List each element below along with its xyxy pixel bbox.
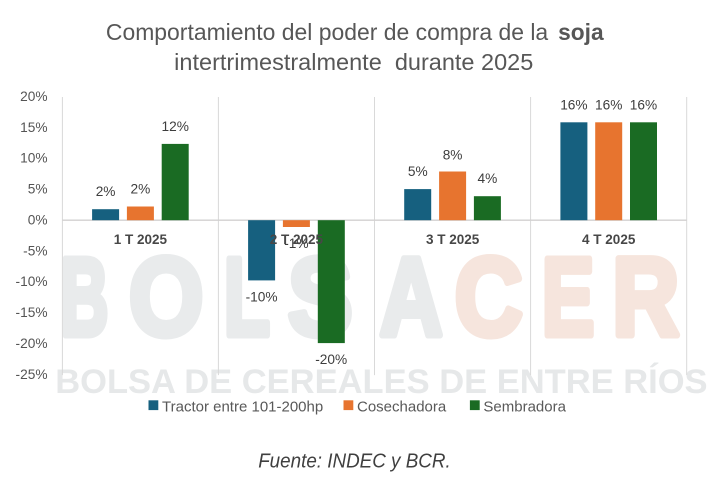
svg-text:Tractor entre 101-200hp: Tractor entre 101-200hp <box>162 398 323 415</box>
svg-text:-20%: -20% <box>315 352 347 367</box>
svg-text:E: E <box>542 236 595 359</box>
svg-text:-25%: -25% <box>16 367 48 382</box>
svg-text:2 T 2025: 2 T 2025 <box>270 232 324 247</box>
svg-text:2%: 2% <box>96 184 116 199</box>
svg-text:8%: 8% <box>443 148 463 163</box>
svg-text:16%: 16% <box>595 97 622 112</box>
svg-text:soja: soja <box>558 19 604 45</box>
svg-text:20%: 20% <box>20 89 47 104</box>
svg-text:Sembradora: Sembradora <box>483 398 566 415</box>
svg-text:-10%: -10% <box>246 289 278 304</box>
svg-text:4 T 2025: 4 T 2025 <box>582 232 636 247</box>
svg-text:C: C <box>455 236 523 359</box>
svg-text:15%: 15% <box>20 120 47 135</box>
svg-text:16%: 16% <box>560 97 587 112</box>
svg-text:O: O <box>129 236 203 359</box>
svg-text:2%: 2% <box>131 182 151 197</box>
svg-text:1 T 2025: 1 T 2025 <box>114 232 168 247</box>
svg-text:-5%: -5% <box>23 243 47 258</box>
svg-text:3 T 2025: 3 T 2025 <box>426 232 480 247</box>
svg-text:4%: 4% <box>478 171 498 186</box>
svg-text:5%: 5% <box>28 182 48 197</box>
svg-text:Comportamiento del poder de co: Comportamiento del poder de compra de la <box>106 19 549 45</box>
svg-text:-20%: -20% <box>16 336 48 351</box>
svg-text:B: B <box>61 236 109 359</box>
svg-text:16%: 16% <box>630 97 657 112</box>
svg-text:5%: 5% <box>408 164 428 179</box>
svg-text:Cosechadora: Cosechadora <box>357 398 447 415</box>
svg-text:intertrimestralmente durante: intertrimestralmente durante 2025 <box>174 49 533 75</box>
svg-text:BOLSA DE CEREALES DE ENTRE RÍO: BOLSA DE CEREALES DE ENTRE RÍOS <box>55 361 707 401</box>
svg-text:-1%: -1% <box>284 236 308 251</box>
svg-text:A: A <box>380 236 443 359</box>
svg-text:R: R <box>612 236 679 359</box>
svg-text:Fuente: INDEC y BCR.: Fuente: INDEC y BCR. <box>258 451 451 473</box>
svg-text:10%: 10% <box>20 151 47 166</box>
svg-text:-15%: -15% <box>16 305 48 320</box>
svg-text:12%: 12% <box>161 119 188 134</box>
svg-text:-10%: -10% <box>16 274 48 289</box>
svg-text:0%: 0% <box>28 212 48 227</box>
